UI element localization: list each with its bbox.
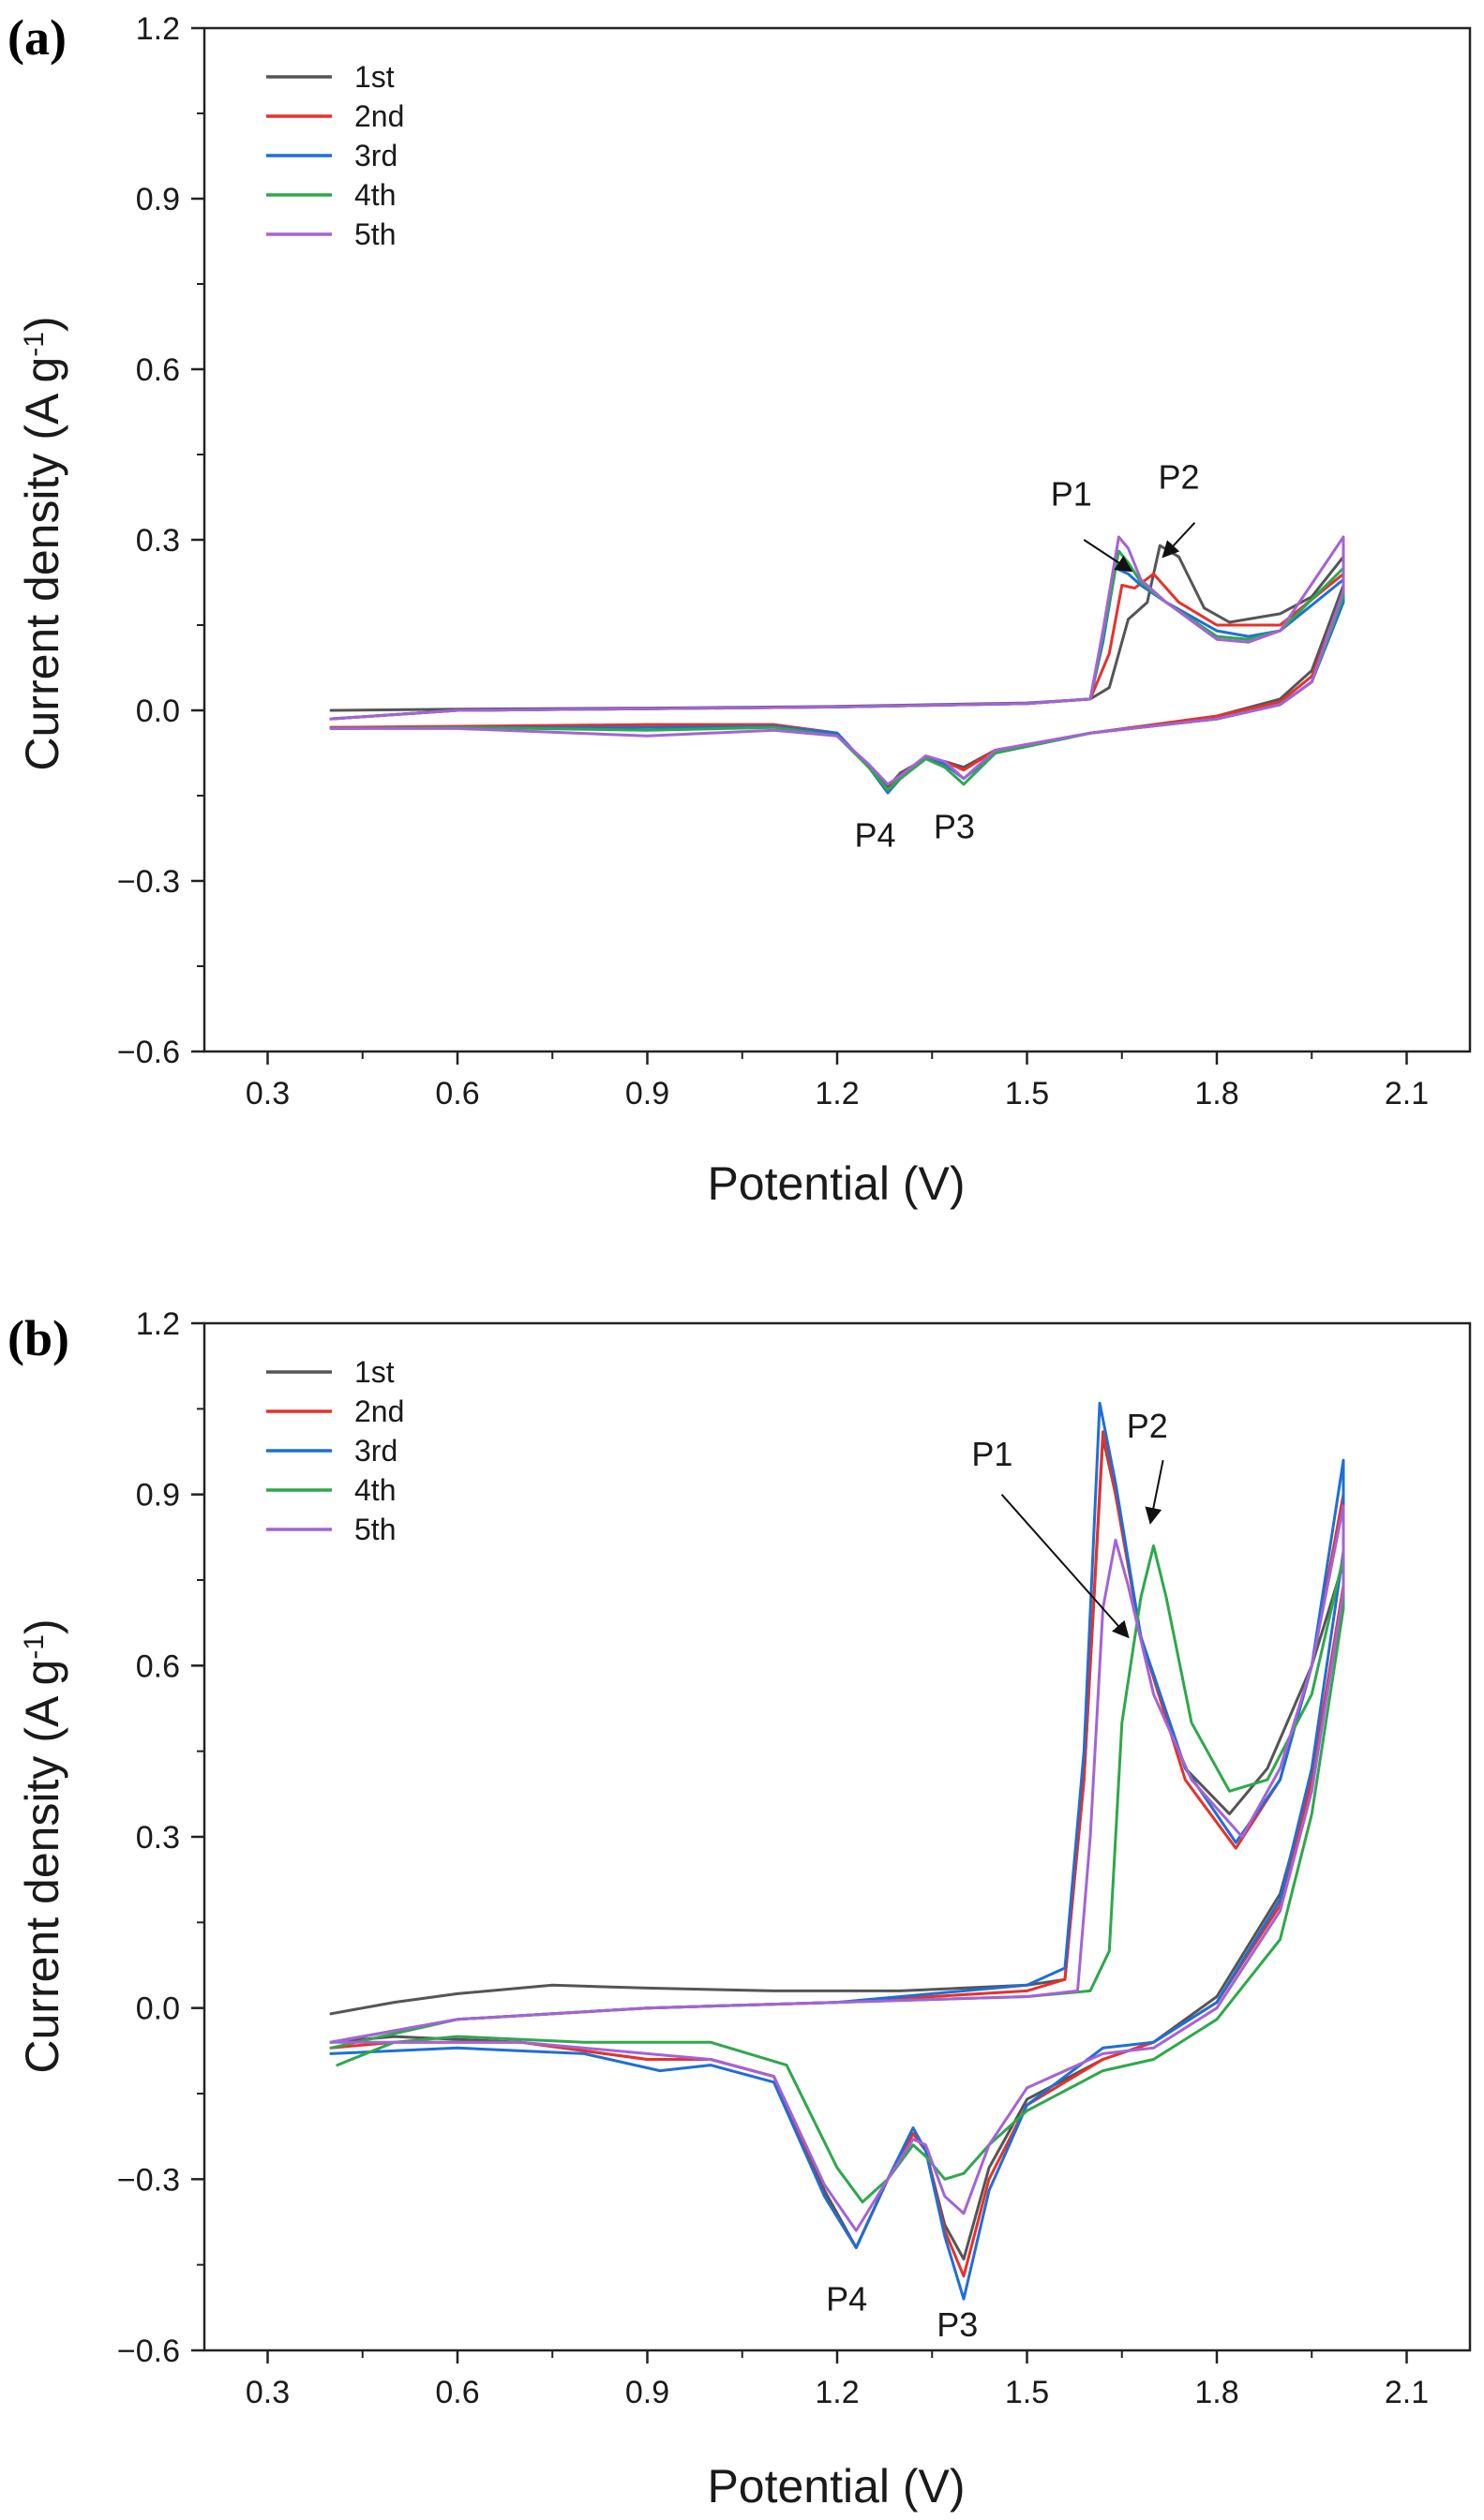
- series-line-5th: [329, 1504, 1345, 2232]
- y-tick-label: 0.0: [136, 1991, 180, 2027]
- y-axis-title: Current density (A g-1): [16, 316, 68, 770]
- legend-label-3rd: 3rd: [354, 1434, 397, 1468]
- y-axis-title-sup: -1: [19, 332, 50, 357]
- y-tick-label: 0.6: [136, 352, 180, 388]
- x-tick-label: 0.9: [625, 1076, 669, 1111]
- y-tick-label: −0.6: [117, 2334, 180, 2369]
- legend-label-4th: 4th: [354, 178, 396, 212]
- y-axis-title-sup: -1: [19, 1634, 50, 1660]
- panel-b: (b) 0.3 0.6 0.9 1.2 1.5 1.8 2.1 −0.6 −0.3 0.0 0.3 0…: [7, 1306, 1472, 2513]
- legend-label-2nd: 2nd: [354, 1394, 404, 1428]
- x-axis-title: Potential (V): [707, 1157, 965, 1210]
- legend-label-5th: 5th: [354, 217, 396, 251]
- x-tick-label: 0.6: [435, 2375, 479, 2410]
- peak-arrow-P2: [1145, 1459, 1164, 1525]
- y-tick-label: −0.3: [117, 2162, 180, 2198]
- series-line-4th: [329, 1544, 1345, 2204]
- legend: 1st 2nd 3rd 4th 5th: [266, 1355, 404, 1546]
- x-tick-label: 0.3: [246, 1076, 290, 1111]
- series-line-4th: [329, 549, 1345, 792]
- peak-label-P4: P4: [826, 2279, 867, 2318]
- y-tick-label: 0.0: [136, 693, 180, 729]
- legend-label-5th: 5th: [354, 1513, 396, 1546]
- y-tick-label: −0.6: [117, 1035, 180, 1070]
- y-axis-title-main: Current density (A g: [16, 357, 68, 771]
- peak-label-P4: P4: [854, 816, 895, 855]
- peak-arrow-P1: [1083, 539, 1133, 573]
- legend-label-2nd: 2nd: [354, 99, 404, 133]
- x-tick-label: 1.2: [815, 2375, 859, 2410]
- panel-a: (a) 0.3 0.6 0.9 1.2 1.5 1.8 2.1 −0.6 −0.3 0.0 0.3 0…: [7, 9, 1472, 1210]
- panel-label: (b): [7, 1310, 69, 1366]
- y-axis-title-main: Current density (A g: [16, 1660, 68, 2074]
- legend-label-4th: 4th: [354, 1473, 396, 1507]
- series-line-5th: [329, 535, 1345, 786]
- x-tick-label: 1.2: [815, 1076, 859, 1111]
- x-tick-label: 1.8: [1194, 2375, 1238, 2410]
- legend: 1st 2nd 3rd 4th 5th: [266, 60, 404, 251]
- x-tick-label: 1.8: [1194, 1076, 1238, 1111]
- x-tick-label: 0.3: [246, 2375, 290, 2410]
- legend-label-3rd: 3rd: [354, 139, 397, 172]
- y-axis-title-end: ): [16, 1618, 68, 1634]
- x-tick-label: 0.9: [625, 2375, 669, 2410]
- y-tick-label: 0.9: [136, 1478, 180, 1513]
- legend-label-1st: 1st: [354, 60, 395, 94]
- x-tick-label: 2.1: [1385, 1076, 1429, 1111]
- y-tick-label: 1.2: [136, 1306, 180, 1342]
- y-tick-label: 0.3: [136, 523, 180, 559]
- series-line-1st: [329, 544, 1345, 789]
- peak-label-P2: P2: [1127, 1407, 1168, 1445]
- peak-label-P1: P1: [1051, 475, 1092, 514]
- series-line-2nd: [329, 1430, 1345, 2278]
- peak-arrow-P1: [1000, 1494, 1130, 1639]
- y-tick-label: −0.3: [117, 864, 180, 900]
- x-tick-label: 1.5: [1005, 2375, 1049, 2410]
- series-line-2nd: [329, 572, 1345, 792]
- y-tick-label: 0.9: [136, 182, 180, 217]
- peak-label-P2: P2: [1158, 457, 1199, 496]
- x-tick-label: 2.1: [1385, 2375, 1429, 2410]
- x-axis-title: Potential (V): [707, 2460, 965, 2513]
- panel-label: (a): [7, 9, 67, 66]
- y-tick-label: 0.6: [136, 1648, 180, 1684]
- peak-label-P1: P1: [971, 1435, 1012, 1473]
- peak-label-P3: P3: [934, 808, 975, 846]
- peak-label-P3: P3: [937, 2305, 978, 2344]
- peak-arrow-P2: [1162, 522, 1196, 559]
- y-tick-label: 1.2: [136, 11, 180, 47]
- legend-label-1st: 1st: [354, 1355, 395, 1389]
- y-tick-label: 0.3: [136, 1820, 180, 1856]
- y-axis-title: Current density (A g-1): [16, 1618, 68, 2073]
- y-axis-title-end: ): [16, 316, 68, 332]
- series-line-3rd: [329, 566, 1345, 795]
- series-line-1st: [329, 1436, 1345, 2261]
- x-tick-label: 1.5: [1005, 1076, 1049, 1111]
- series-line-3rd: [329, 1401, 1345, 2301]
- x-tick-label: 0.6: [435, 1076, 479, 1111]
